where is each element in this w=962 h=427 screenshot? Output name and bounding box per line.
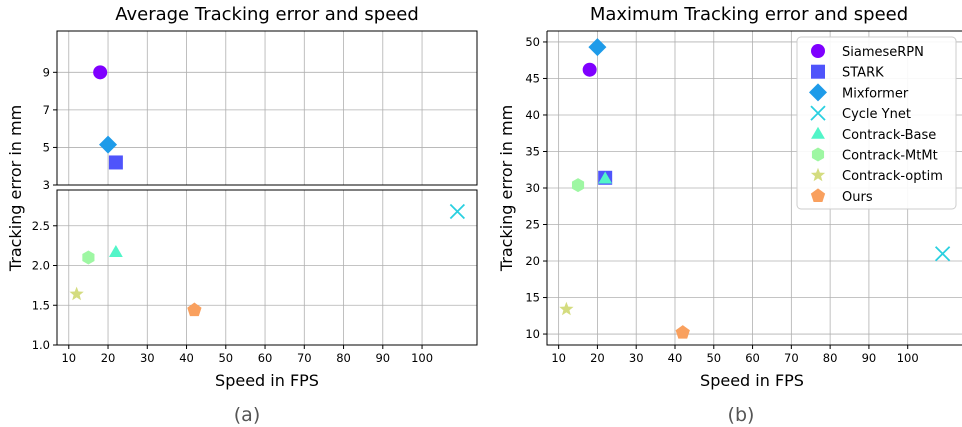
panel-b-point-mixformer [588, 38, 607, 57]
panel-b-xtick-label: 40 [668, 351, 683, 365]
panel-a-point-cycle-ynet [449, 203, 466, 220]
legend-label-mixformer: Mixformer [842, 86, 909, 101]
panel-b-point-contrack-mtmt [571, 178, 585, 193]
panel-b-xtick-label: 100 [897, 351, 919, 365]
panel-b-ytick-label: 30 [525, 181, 540, 195]
panel-a-upper-ytick-label: 9 [43, 65, 50, 79]
panel-b-xtick-label: 20 [590, 351, 605, 365]
panel-a-lower-ytick-label: 1.5 [32, 298, 50, 312]
panel-b-ytick-label: 25 [525, 218, 540, 232]
panel-a-lower-frame [56, 189, 478, 346]
panel-a-title: Average Tracking error and speed [115, 4, 419, 25]
panel-b-ytick-label: 10 [525, 327, 540, 341]
panel-a-point-siameserpn [93, 65, 108, 80]
panel-b-xtick-label: 30 [629, 351, 644, 365]
panel-b-legend: SiameseRPN STARK Mixformer Cycle Ynet Contra… [796, 36, 957, 210]
panel-a-lower-xtick-label: 90 [375, 351, 390, 365]
panel-a-point-contrack-optim [69, 286, 84, 301]
panel-a-upper-ytick-label: 3 [43, 178, 50, 192]
legend-marker-ours [810, 188, 826, 202]
legend-label-siameserpn: SiameseRPN [842, 45, 924, 60]
panel-b-point-cycle-ynet [934, 246, 951, 262]
panel-a-lower-xtick-label: 30 [140, 351, 155, 365]
panel-b-points [559, 38, 951, 339]
panel-a-lower-xtick-label: 20 [101, 351, 116, 365]
panel-b-xtick-label: 80 [823, 351, 838, 365]
panel-a-lower-ytick-label: 2.0 [32, 259, 50, 273]
panel-b-maximum-error-chart: Maximum Tracking error and speed 10 15 20 25… [497, 4, 962, 426]
panel-a-caption: (a) [234, 404, 260, 426]
legend-marker-siameserpn [811, 44, 825, 58]
panel-b-ytick-label: 40 [525, 108, 540, 122]
panel-b-xtick-label: 10 [551, 351, 566, 365]
panel-a-ylabel: Tracking error in mm [6, 105, 25, 272]
panel-a-upper-frame [56, 30, 478, 186]
panel-a-lower-xtick-label: 60 [258, 351, 273, 365]
legend-marker-contrack-mtmt [811, 147, 825, 162]
panel-a-upper-ytick-label: 5 [43, 140, 50, 154]
panel-b-ytick-label: 45 [525, 71, 540, 85]
panel-a-upper-ytick-label: 7 [43, 103, 50, 117]
panel-a-point-stark [108, 155, 123, 170]
panel-b-title: Maximum Tracking error and speed [590, 4, 908, 25]
panel-a-lower-xtick-label: 100 [411, 351, 433, 365]
panel-a-xlabel: Speed in FPS [215, 371, 319, 390]
panel-a-lower-xtick-label: 10 [61, 351, 76, 365]
legend-marker-cycle-ynet [810, 105, 826, 121]
panel-b-ytick-label: 50 [525, 35, 540, 49]
panel-b-xtick-label: 60 [745, 351, 760, 365]
legend-label-stark: STARK [842, 66, 884, 81]
panel-a-lower-gridlines [57, 190, 477, 346]
panel-a-lower-xtick-label: 70 [297, 351, 312, 365]
panel-a-lower-xtick-label: 40 [179, 351, 194, 365]
legend-frame [796, 36, 957, 210]
panel-b-xlabel: Speed in FPS [700, 371, 804, 390]
panel-b-xtick-label: 50 [706, 351, 721, 365]
legend-marker-mixformer [809, 83, 827, 102]
panel-b-point-siameserpn [582, 62, 597, 77]
panel-b-point-contrack-base [598, 171, 613, 184]
panel-a-point-contrack-base [108, 245, 123, 257]
legend-marker-contrack-base [811, 126, 825, 139]
legend-label-contrack-base: Contrack-Base [842, 128, 936, 143]
legend-marker-stark [811, 64, 825, 79]
panel-b-xtick-label: 90 [862, 351, 877, 365]
legend-label-contrack-optim: Contrack-optim [842, 169, 943, 184]
panel-b-ytick-label: 20 [525, 254, 540, 268]
panel-b-ytick-label: 35 [525, 144, 540, 158]
panel-a-lower-xtick-label: 80 [336, 351, 351, 365]
panel-b-point-contrack-optim [559, 301, 574, 316]
legend-label-cycle-ynet: Cycle Ynet [842, 107, 911, 122]
panel-b-frame [546, 30, 962, 346]
panel-a-point-ours [187, 302, 202, 317]
panel-a-point-mixformer [99, 135, 118, 154]
panel-a-lower-xtick-label: 50 [218, 351, 233, 365]
panel-b-ytick-label: 15 [525, 291, 540, 305]
panel-a-lower-ytick-label: 1.0 [32, 338, 50, 352]
legend-label-contrack-mtmt: Contrack-MtMt [842, 149, 938, 164]
panel-a-point-contrack-mtmt [82, 250, 95, 265]
panel-a-average-error-chart: Average Tracking error and speed 3 5 7 9 1.0 1… [6, 4, 478, 426]
legend-label-ours: Ours [842, 190, 873, 205]
legend-marker-contrack-optim [810, 167, 826, 182]
panel-b-ylabel: Tracking error in mm [497, 105, 516, 272]
panel-a-points [69, 65, 466, 317]
panel-b-xtick-label: 70 [784, 351, 799, 365]
panel-b-point-ours [675, 325, 690, 339]
panel-a-lower-ytick-label: 2.5 [32, 219, 50, 233]
panel-b-caption: (b) [728, 404, 755, 426]
